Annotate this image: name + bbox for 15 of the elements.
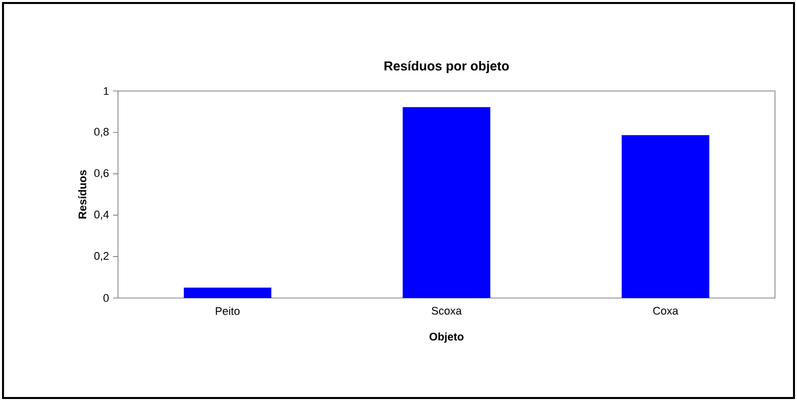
x-axis-title: Objeto bbox=[430, 332, 464, 343]
bar bbox=[402, 107, 490, 298]
y-tick-label: 0,8 bbox=[94, 128, 109, 137]
x-tick-label: Peito bbox=[216, 306, 240, 315]
x-tick-label: Coxa bbox=[653, 306, 678, 315]
chart-title: Resíduos por objeto bbox=[384, 60, 509, 74]
y-tick-label: 1 bbox=[104, 87, 109, 95]
y-tick-label: 0,2 bbox=[94, 252, 109, 262]
y-tick-label: 0,4 bbox=[94, 210, 109, 220]
bar bbox=[622, 135, 710, 298]
y-tick-label: 0,6 bbox=[94, 169, 109, 178]
bar bbox=[184, 288, 272, 298]
x-tick-label: Scoxa bbox=[432, 306, 462, 315]
y-tick-label: 0 bbox=[103, 294, 109, 302]
y-axis-title: Resíduos bbox=[78, 170, 86, 219]
